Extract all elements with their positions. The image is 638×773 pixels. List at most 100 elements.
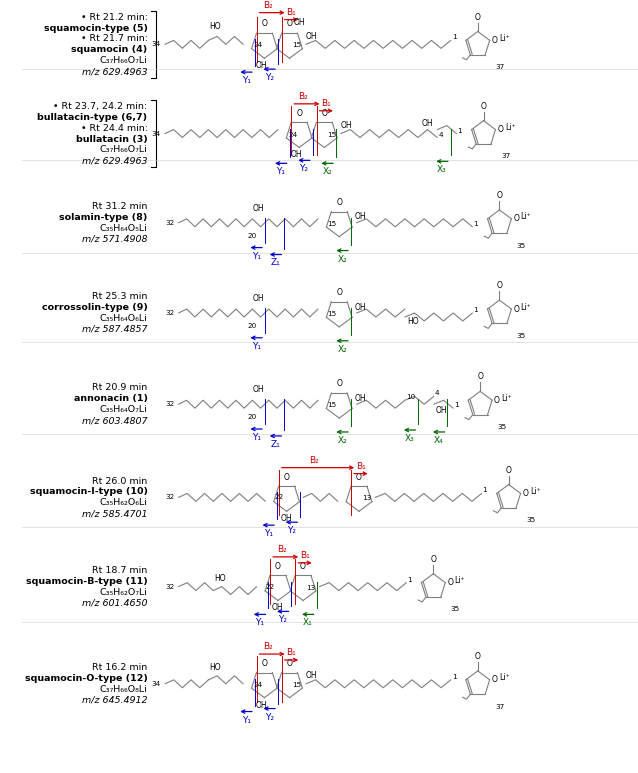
Text: Li⁺: Li⁺ [521, 302, 531, 312]
Text: Y₁: Y₁ [263, 530, 273, 538]
Text: OH: OH [272, 604, 284, 612]
Text: OH: OH [355, 302, 366, 312]
Text: 15: 15 [327, 221, 336, 226]
Text: OH: OH [436, 406, 447, 415]
Text: 4: 4 [438, 131, 443, 138]
Text: 1: 1 [473, 221, 478, 226]
Text: HO: HO [209, 663, 221, 672]
Text: O: O [447, 578, 453, 587]
Text: OH: OH [281, 514, 292, 523]
Text: O: O [322, 109, 327, 117]
Text: Li⁺: Li⁺ [501, 393, 512, 403]
Text: 34: 34 [152, 681, 161, 686]
Text: C₃₇H₆₆O₇Li: C₃₇H₆₆O₇Li [100, 56, 147, 65]
Text: O: O [492, 36, 498, 45]
Text: C₃₅H₆₂O₇Li: C₃₅H₆₂O₇Li [100, 587, 147, 597]
Text: squamocin-B-type (11): squamocin-B-type (11) [26, 577, 147, 586]
Text: OH: OH [256, 700, 267, 710]
Text: Rt 25.3 min: Rt 25.3 min [93, 292, 147, 301]
Text: OH: OH [306, 32, 318, 41]
Text: B₂: B₂ [263, 642, 273, 651]
Text: 15: 15 [327, 311, 336, 317]
Text: X₂: X₂ [322, 167, 332, 176]
Text: O: O [336, 288, 342, 297]
Text: 4: 4 [435, 390, 440, 397]
Text: O: O [477, 373, 483, 381]
Text: O: O [336, 380, 342, 388]
Text: 20: 20 [248, 323, 257, 329]
Text: Li⁺: Li⁺ [530, 487, 540, 496]
Text: X₂: X₂ [338, 254, 347, 264]
Text: X₄: X₄ [434, 436, 443, 445]
Text: B₁: B₁ [286, 8, 296, 16]
Text: • Rt 21.2 min:: • Rt 21.2 min: [80, 12, 147, 22]
Text: X₁: X₁ [303, 618, 313, 628]
Text: B₁: B₁ [286, 648, 296, 657]
Text: C₃₅H₆₄O₅Li: C₃₅H₆₄O₅Li [100, 223, 147, 233]
Text: 32: 32 [165, 310, 175, 316]
Text: bullatacin (3): bullatacin (3) [76, 135, 147, 144]
Text: C₃₅H₆₂O₆Li: C₃₅H₆₂O₆Li [100, 499, 147, 507]
Text: 1: 1 [452, 674, 456, 679]
Text: 15: 15 [292, 682, 302, 688]
Text: 1: 1 [452, 35, 456, 40]
Text: O: O [262, 19, 267, 29]
Text: Li⁺: Li⁺ [521, 213, 531, 221]
Text: squamocin (4): squamocin (4) [71, 46, 147, 54]
Text: Rt 31.2 min: Rt 31.2 min [93, 202, 147, 211]
Text: 34: 34 [152, 42, 161, 47]
Text: OH: OH [306, 671, 318, 680]
Text: Z₁: Z₁ [271, 440, 280, 449]
Text: O: O [506, 465, 512, 475]
Text: C₃₇H₆₆O₇Li: C₃₇H₆₆O₇Li [100, 145, 147, 155]
Text: 32: 32 [165, 495, 175, 500]
Text: squamocin-type (5): squamocin-type (5) [43, 23, 147, 32]
Text: OH: OH [341, 121, 352, 130]
Text: squamocin-I-type (10): squamocin-I-type (10) [29, 488, 147, 496]
Text: OH: OH [253, 385, 264, 394]
Text: O: O [475, 12, 480, 22]
Text: m/z 629.4963: m/z 629.4963 [82, 156, 147, 165]
Text: HO: HO [214, 574, 226, 583]
Text: 22: 22 [274, 495, 284, 500]
Text: Y₁: Y₁ [242, 76, 251, 85]
Text: O: O [492, 676, 498, 684]
Text: O: O [431, 555, 436, 564]
Text: O: O [262, 659, 267, 668]
Text: solamin-type (8): solamin-type (8) [59, 213, 147, 222]
Text: O: O [475, 652, 480, 661]
Text: O: O [480, 102, 487, 111]
Text: Y₁: Y₁ [255, 618, 264, 628]
Text: O: O [514, 305, 519, 314]
Text: Y₁: Y₁ [242, 716, 251, 724]
Text: Y₁: Y₁ [276, 167, 285, 176]
Text: 15: 15 [292, 43, 302, 49]
Text: • Rt 24.4 min:: • Rt 24.4 min: [80, 124, 147, 133]
Text: X₂: X₂ [338, 436, 347, 445]
Text: HO: HO [209, 22, 221, 32]
Text: B₂: B₂ [309, 456, 319, 465]
Text: C₃₅H₆₄O₆Li: C₃₅H₆₄O₆Li [100, 314, 147, 323]
Text: Y₂: Y₂ [287, 526, 296, 535]
Text: Z₁: Z₁ [271, 258, 280, 267]
Text: B₁: B₁ [300, 551, 310, 560]
Text: 1: 1 [454, 402, 459, 408]
Text: Y₂: Y₂ [265, 73, 274, 82]
Text: O: O [300, 562, 306, 570]
Text: 10: 10 [406, 394, 415, 400]
Text: B₁: B₁ [356, 461, 366, 471]
Text: Y₁: Y₁ [252, 342, 261, 351]
Text: O: O [496, 281, 502, 290]
Text: OH: OH [290, 151, 302, 159]
Text: OH: OH [355, 213, 366, 221]
Text: Rt 18.7 min: Rt 18.7 min [93, 566, 147, 575]
Text: O: O [286, 19, 292, 29]
Text: 1: 1 [457, 128, 462, 134]
Text: 20: 20 [248, 233, 257, 239]
Text: m/z 629.4963: m/z 629.4963 [82, 67, 147, 76]
Text: O: O [514, 214, 519, 223]
Text: Y₁: Y₁ [252, 251, 261, 261]
Text: Y₁: Y₁ [252, 433, 261, 442]
Text: 32: 32 [165, 220, 175, 226]
Text: O: O [356, 472, 362, 482]
